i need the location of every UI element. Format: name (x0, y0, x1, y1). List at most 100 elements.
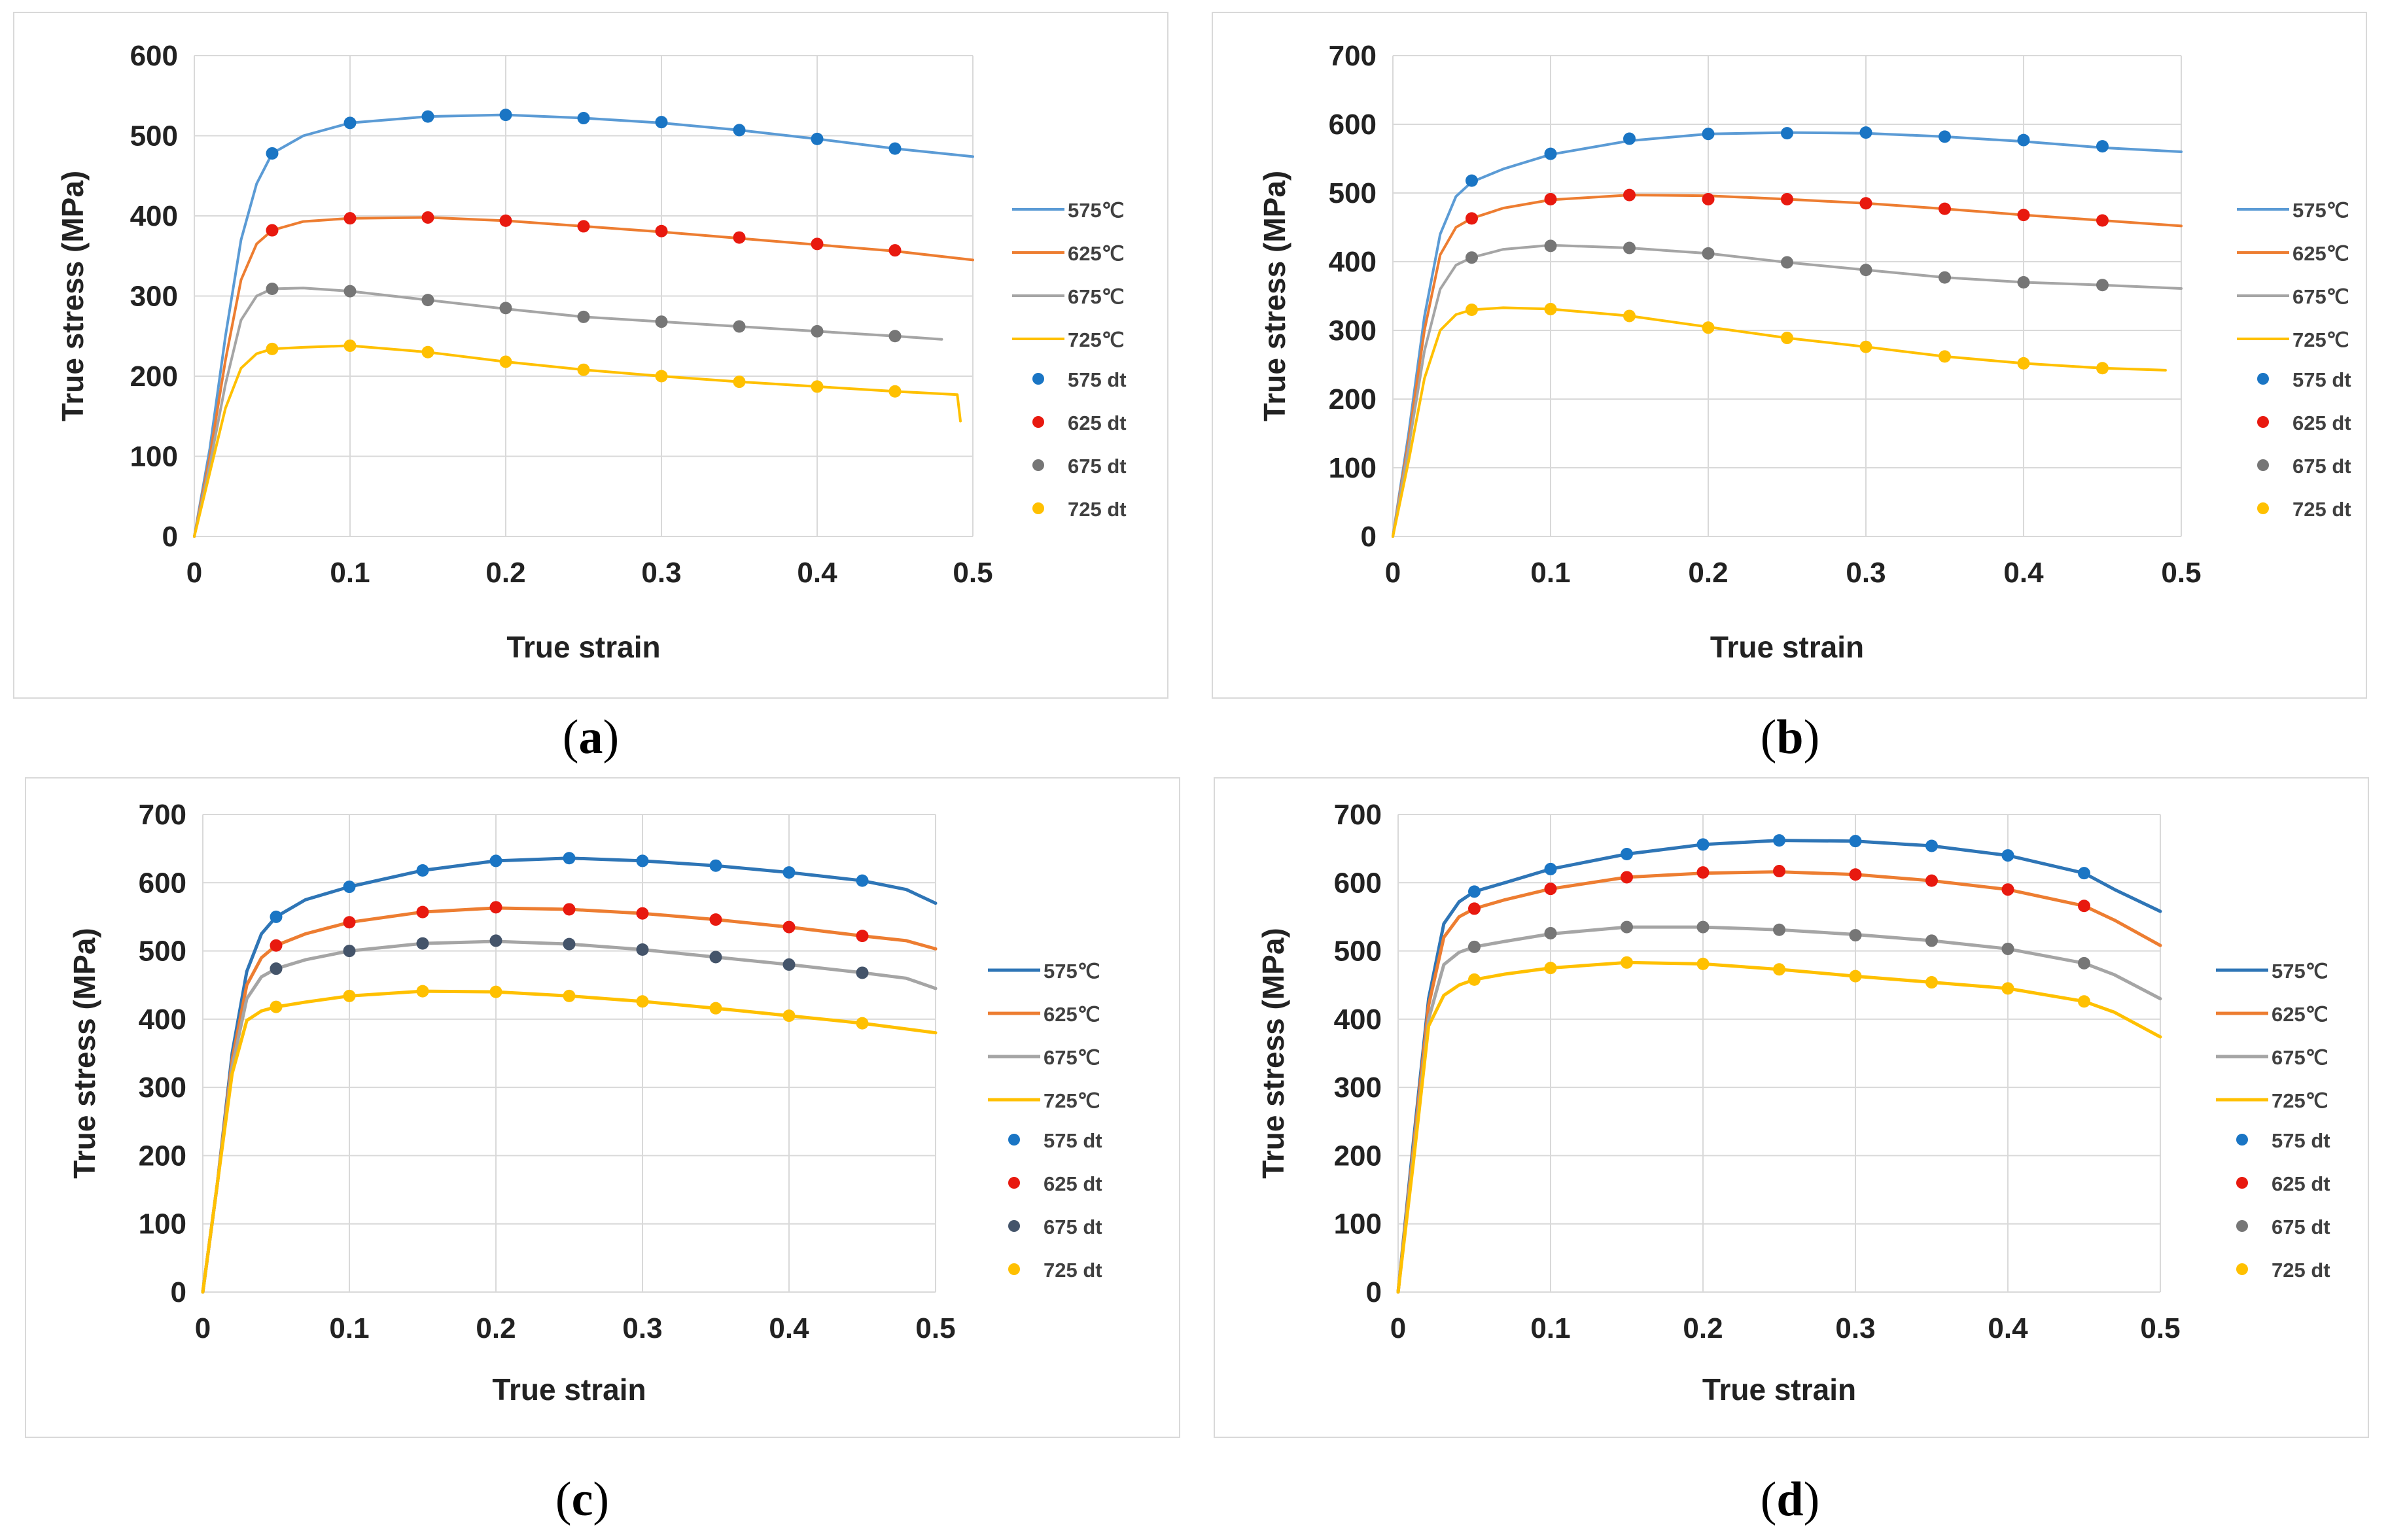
data-point-625 (489, 901, 502, 914)
data-point-575 (266, 147, 279, 160)
data-point-725 (1781, 332, 1793, 345)
data-point-725 (563, 989, 576, 1002)
x-tick-label: 0.2 (485, 557, 525, 589)
data-point-725 (343, 989, 356, 1002)
data-point-675 (270, 962, 283, 975)
data-point-675 (421, 294, 434, 307)
y-tick-label: 200 (1334, 1140, 1382, 1172)
data-point-625 (1466, 212, 1478, 225)
legend-label: 675℃ (1068, 285, 1125, 308)
y-tick-label: 100 (139, 1208, 186, 1240)
x-tick-label: 0.5 (953, 557, 992, 589)
y-tick-label: 300 (1334, 1072, 1382, 1104)
series-line-725 (1392, 306, 2167, 538)
x-tick-label: 0.3 (622, 1312, 662, 1344)
data-point-675 (1621, 920, 1633, 934)
data-point-675 (856, 966, 869, 979)
data-point-725 (1702, 321, 1715, 334)
x-tick-label: 0.4 (1988, 1312, 2028, 1344)
x-tick-label: 0.2 (1688, 557, 1728, 589)
x-axis-label: True strain (1710, 630, 1864, 664)
y-tick-label: 400 (1334, 1004, 1382, 1036)
x-tick-label: 0.3 (1835, 1312, 1875, 1344)
data-point-625 (416, 905, 429, 919)
data-point-625 (1925, 874, 1938, 887)
data-point-575 (733, 124, 746, 137)
data-point-625 (1696, 866, 1710, 879)
data-point-675 (1696, 920, 1710, 934)
data-point-725 (1621, 956, 1633, 969)
legend-label: 675 dt (1044, 1216, 1102, 1238)
series-line-625 (193, 216, 974, 538)
data-point-575 (2096, 140, 2109, 153)
y-tick-label: 600 (1334, 867, 1382, 899)
data-point-575 (1781, 127, 1793, 140)
legend-marker-swatch (1032, 373, 1044, 385)
legend-marker-swatch (1008, 1177, 1020, 1189)
data-point-675 (343, 285, 357, 298)
data-point-675 (655, 315, 668, 328)
x-axis-label: True strain (1702, 1373, 1856, 1407)
legend-marker-swatch (2236, 1220, 2248, 1232)
data-point-725 (2001, 982, 2014, 995)
x-axis-label: True strain (492, 1373, 646, 1407)
chart-c-svg: 0 0.1 0.2 0.3 0.4 0.5 0 100 200 300 400 500 600 700 Tr… (67, 799, 1102, 1407)
x-tick-label: 0 (1390, 1312, 1406, 1344)
data-point-625 (782, 920, 796, 934)
legend-label: 625 dt (2272, 1172, 2330, 1195)
series-line-575 (1392, 131, 2183, 538)
data-point-625 (636, 907, 649, 920)
data-point-625 (1468, 902, 1481, 915)
y-tick-label: 700 (139, 799, 186, 831)
y-tick-label: 0 (162, 521, 178, 553)
series-line-675 (193, 287, 943, 538)
data-point-725 (1859, 340, 1872, 353)
y-tick-label: 700 (1329, 40, 1377, 72)
x-tick-label: 0.5 (2140, 1312, 2180, 1344)
x-tick-label: 0.2 (1683, 1312, 1723, 1344)
legend-marker-swatch (2257, 459, 2269, 471)
data-point-675 (811, 324, 824, 338)
legend-label: 625℃ (2272, 1003, 2328, 1026)
data-point-625 (2096, 214, 2109, 227)
data-point-625 (270, 939, 283, 952)
legend-marker-swatch (2236, 1263, 2248, 1275)
x-tick-label: 0.5 (915, 1312, 955, 1344)
data-point-625 (1859, 197, 1872, 210)
legend-label: 675℃ (1044, 1046, 1100, 1069)
legend-label: 625 dt (1068, 411, 1127, 434)
data-point-725 (499, 355, 512, 368)
data-point-625 (2078, 900, 2090, 913)
data-point-625 (1773, 865, 1785, 878)
legend-label: 725℃ (1044, 1089, 1100, 1112)
data-point-625 (856, 930, 869, 943)
data-point-625 (1623, 188, 1636, 201)
data-point-725 (1696, 957, 1710, 970)
y-tick-label: 100 (130, 441, 178, 473)
x-tick-label: 0.4 (797, 557, 837, 589)
y-tick-label: 600 (130, 40, 178, 72)
data-point-725 (1773, 963, 1785, 976)
data-point-675 (636, 943, 649, 956)
data-point-675 (1773, 923, 1785, 936)
legend-label: 725℃ (2272, 1089, 2328, 1112)
x-tick-label: 0.2 (476, 1312, 516, 1344)
data-point-725 (489, 985, 502, 998)
data-point-575 (2017, 133, 2030, 147)
data-point-575 (1702, 128, 1715, 141)
legend-label: 675℃ (2272, 1046, 2328, 1069)
y-axis-label: True stress (MPa) (1256, 928, 1290, 1178)
y-tick-label: 400 (130, 200, 178, 232)
data-point-675 (1859, 264, 1872, 277)
series-line-725 (201, 989, 938, 1294)
y-tick-label: 400 (139, 1004, 186, 1036)
legend-label: 575℃ (2272, 960, 2328, 983)
legend-label: 725 dt (2292, 498, 2351, 521)
data-point-625 (1621, 871, 1633, 884)
data-point-675 (266, 282, 279, 295)
data-point-625 (2017, 209, 2030, 222)
data-point-575 (856, 874, 869, 887)
data-point-675 (577, 310, 590, 323)
data-point-575 (709, 859, 722, 872)
data-point-575 (636, 854, 649, 867)
